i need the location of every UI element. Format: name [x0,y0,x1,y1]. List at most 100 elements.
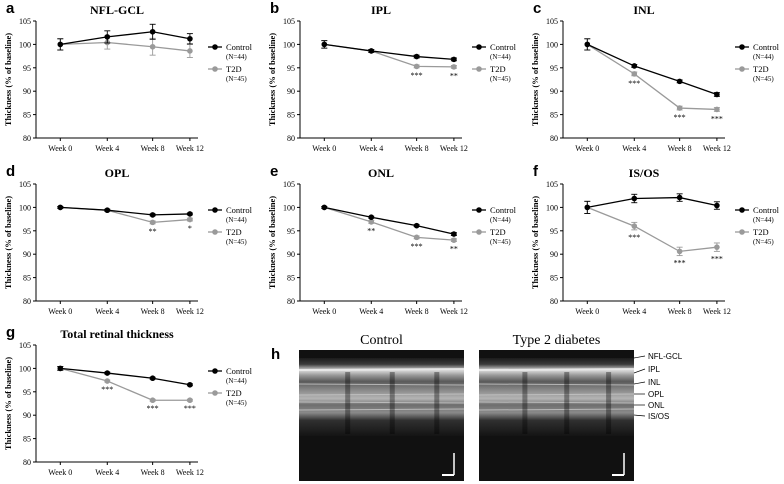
retina-layer-line [298,408,465,411]
legend-item-t2d: T2D(N=45) [472,227,511,246]
legend-label: Control [753,42,780,52]
legend-item-control: Control(N=44) [735,42,780,61]
retina-band [299,358,464,436]
layer-label-text: INL [648,378,661,387]
layer-label-onl: ONL [634,401,665,410]
significance-label: ** [367,226,375,235]
legend-count: (N=45) [226,75,247,83]
y-tick-label: 95 [23,388,31,397]
x-tick-label: Week 0 [48,144,72,153]
data-point [676,105,683,111]
data-point [714,202,720,209]
y-axis-title: Thickness (% of baseline) [3,357,13,450]
panel-letter: a [6,0,15,17]
oct-image-t2d: Type 2 diabetes [478,333,635,481]
series-line [324,43,454,61]
y-tick-label: 100 [283,203,295,212]
y-tick-label: 95 [287,64,295,73]
y-tick-label: 85 [23,435,31,444]
x-tick-label: Week 12 [440,307,468,316]
layer-leader-line [633,368,646,374]
x-tick-label: Week 12 [176,307,204,316]
series-control [584,38,720,98]
charts-layer: a NFL-GCL 80 85 90 95 100 105 Week 0 Week 4 Week 8… [3,0,780,477]
oct-caption: Type 2 diabetes [513,333,601,348]
series-control [321,204,457,237]
series-line [586,43,717,111]
y-tick-label: 85 [23,111,31,120]
chart-title: ONL [368,166,394,180]
data-point [57,365,64,372]
y-axis-title: Thickness (% of baseline) [530,196,540,289]
legend-marker [739,44,745,50]
series-line [60,367,190,401]
significance-label: *** [147,404,159,413]
y-tick-label: 100 [546,203,558,212]
series-control [57,23,193,51]
retina-layer-line [478,383,635,386]
chart-title: OPL [105,166,130,180]
y-tick-label: 105 [283,180,295,189]
y-tick-label: 85 [550,274,558,283]
legend-marker [739,207,745,213]
data-point [187,381,193,388]
significance-label: *** [628,233,640,242]
y-tick-label: 105 [546,17,558,26]
significance-label: *** [674,113,686,122]
x-tick-label: Week 4 [95,144,119,153]
layer-label-nfl-gcl: NFL-GCL [633,352,683,361]
oct-image-control: Control [298,333,465,481]
layer-label-text: OPL [648,390,665,399]
legend-item-control: Control(N=44) [472,205,517,224]
data-point [451,64,457,70]
x-tick-label: Week 4 [622,307,646,316]
legend-label: T2D [490,227,506,237]
y-axis-title: Thickness (% of baseline) [3,196,13,289]
data-point [413,222,420,229]
legend-label: Control [490,205,517,215]
x-tick-label: Week 0 [312,307,336,316]
series-t2d [584,200,720,257]
chart-title: INL [633,3,654,17]
significance-label: ** [450,71,458,80]
y-tick-label: 105 [19,180,31,189]
x-tick-label: Week 0 [575,307,599,316]
legend-item-control: Control(N=44) [208,42,253,61]
significance-label: *** [711,254,723,263]
legend-count: (N=44) [490,53,511,61]
legend-marker [739,66,745,72]
vessel-shadow [345,372,351,434]
significance-label: *** [101,385,113,394]
data-point [149,212,156,218]
series-t2d [321,40,457,70]
legend-label: T2D [753,227,769,237]
retina-layer-line [298,368,465,371]
data-point [321,41,328,48]
y-tick-label: 90 [550,87,558,96]
chart-panel-f: f IS/OS 80 85 90 95 100 105 Week 0 Week 4 Week 8 We… [530,163,780,316]
data-point [368,219,375,225]
series-control [57,204,193,218]
layer-leader-line [633,355,646,359]
data-point [187,35,193,42]
x-tick-label: Week 8 [141,468,165,477]
panel-letter: g [6,324,15,341]
chart-panel-b: b IPL 80 85 90 95 100 105 Week 0 Week 4 Week 8 Week… [267,0,517,153]
panel-letter: f [533,163,539,180]
y-tick-label: 95 [23,64,31,73]
series-line [60,367,191,386]
series-line [60,206,190,216]
legend-marker [212,368,218,374]
chart-panel-g: g Total retinal thickness 80 85 90 95 100 105 We… [3,324,253,477]
chart-panel-c: c INL 80 85 90 95 100 105 Week 0 Week 4 Week 8 Week… [530,0,780,153]
retina-layer-line [478,408,635,411]
legend-marker [212,44,218,50]
data-point [413,63,420,70]
legend-label: T2D [226,388,242,398]
significance-label: *** [674,259,686,268]
data-point [451,231,457,237]
data-point [676,248,683,255]
panel-letter: e [270,163,278,180]
x-tick-label: Week 8 [141,144,165,153]
y-tick-label: 105 [546,180,558,189]
